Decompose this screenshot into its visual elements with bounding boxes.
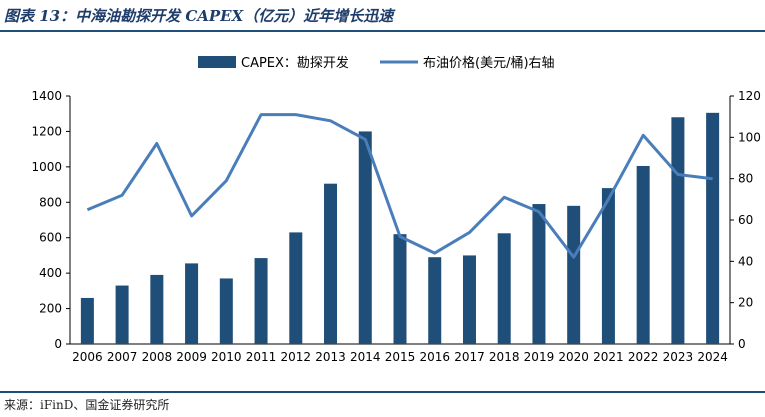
x-tick-label: 2009 [176,350,207,364]
capex-bar [428,257,442,344]
right-tick-label: 0 [738,337,746,351]
capex-bar [532,204,546,344]
x-tick-label: 2012 [281,350,312,364]
capex-bar [462,255,476,344]
capex-bar [289,232,303,344]
capex-bar [324,183,338,344]
capex-bar [393,234,407,344]
right-tick-label: 60 [738,213,753,227]
legend-oil-label: 布油价格(美元/桶)右轴 [423,55,555,71]
oil-price-line [86,113,713,259]
x-tick-label: 2010 [211,350,242,364]
capex-bar [185,263,199,344]
capex-bar [115,285,129,344]
x-tick-label: 2022 [628,350,659,364]
capex-bar [358,131,372,344]
capex-bar [567,205,581,344]
capex-bar [497,233,511,344]
x-tick-label: 2018 [489,350,520,364]
x-tick-label: 2017 [454,350,485,364]
x-tick-label: 2023 [663,350,694,364]
capex-bar [706,112,720,344]
capex-bar [671,117,685,344]
right-tick-label: 80 [738,172,753,186]
left-tick-label: 1400 [31,89,62,103]
capex-bar [636,165,650,344]
right-tick-label: 120 [738,89,761,103]
x-tick-label: 2019 [524,350,555,364]
capex-bar [80,297,94,344]
x-tick-label: 2011 [246,350,277,364]
right-tick-label: 40 [738,254,753,268]
chart-title: 图表 13：中海油勘探开发 CAPEX（亿元）近年增长迅速 [4,7,394,25]
left-tick-label: 400 [39,266,62,280]
x-tick-label: 2013 [315,350,346,364]
right-tick-label: 20 [738,296,753,310]
title-divider [0,30,765,32]
left-tick-label: 200 [39,302,62,316]
x-tick-label: 2006 [72,350,103,364]
x-tick-label: 2024 [697,350,728,364]
source-divider [0,391,765,393]
right-tick-label: 100 [738,130,761,144]
source-note: 来源：iFinD、国金证券研究所 [4,398,170,412]
capex-bar [150,274,164,344]
left-tick-label: 1000 [31,160,62,174]
x-tick-label: 2007 [107,350,138,364]
left-tick-label: 0 [54,337,62,351]
x-tick-label: 2008 [142,350,173,364]
x-tick-label: 2016 [419,350,450,364]
left-tick-label: 1200 [31,124,62,138]
x-tick-label: 2015 [385,350,416,364]
legend-capex-swatch [198,56,236,68]
capex-bar [219,278,233,344]
capex-bar [254,258,268,344]
left-tick-label: 600 [39,231,62,245]
capex-bar [601,188,615,344]
x-tick-label: 2021 [593,350,624,364]
legend-capex-label: CAPEX：勘探开发 [241,55,349,71]
x-tick-label: 2020 [558,350,589,364]
left-tick-label: 800 [39,195,62,209]
x-tick-label: 2014 [350,350,381,364]
